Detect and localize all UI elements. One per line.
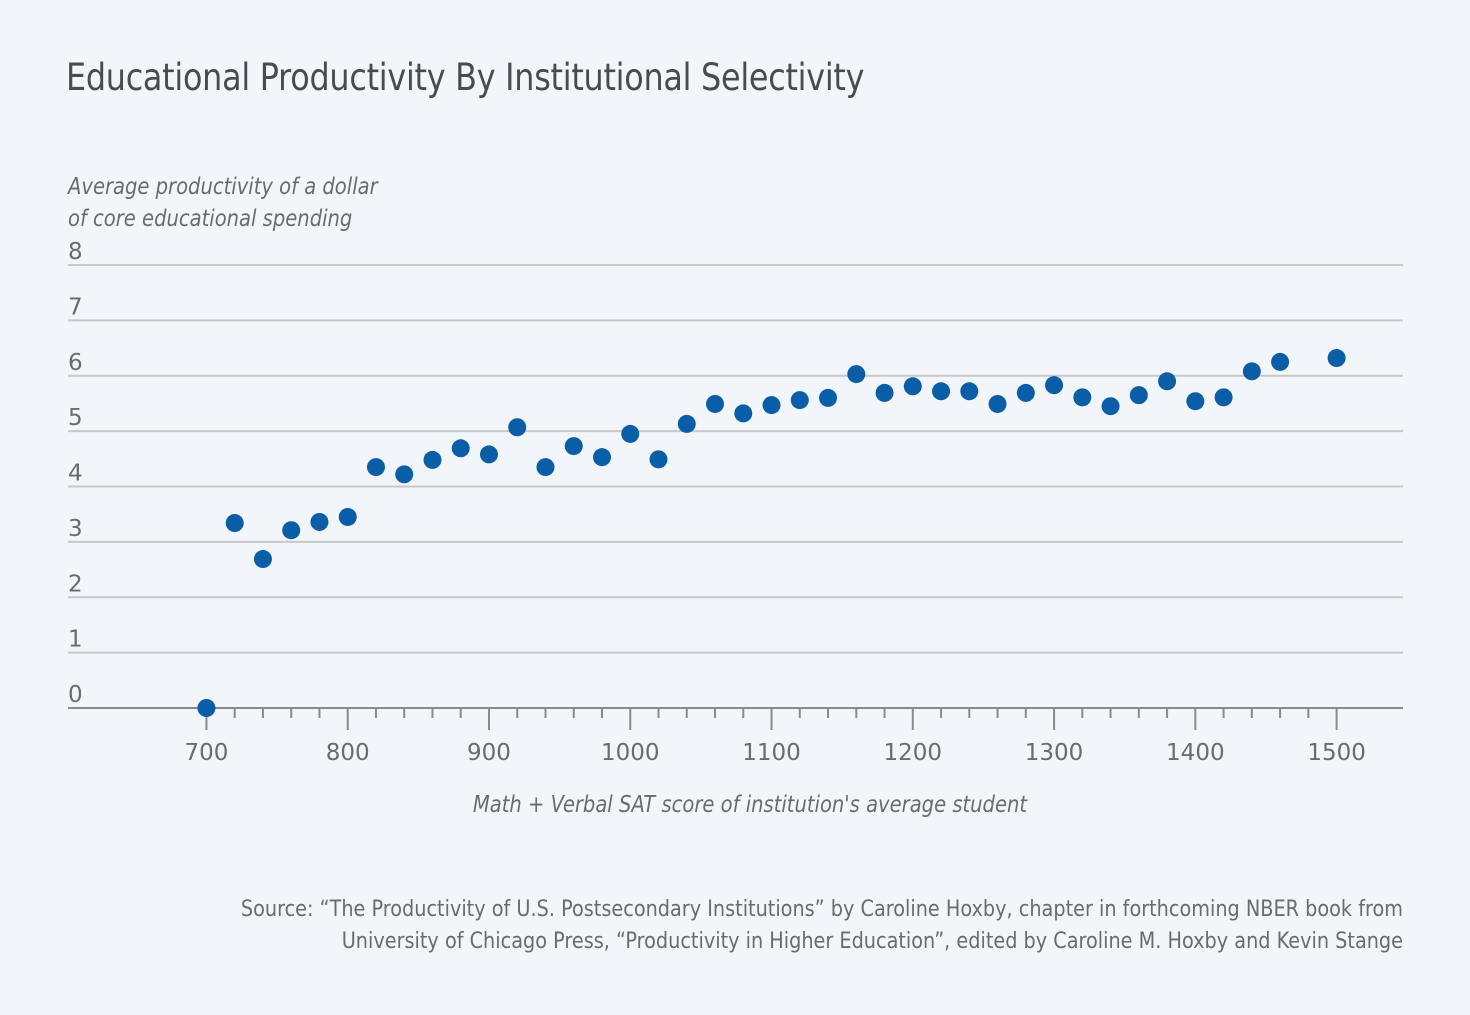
data-point-1300 xyxy=(1045,376,1064,395)
data-point-1420 xyxy=(1214,388,1233,407)
y-tick-label-2: 2 xyxy=(68,571,83,597)
data-point-960 xyxy=(564,437,583,456)
data-point-1460 xyxy=(1271,352,1290,371)
data-point-1240 xyxy=(960,382,979,401)
data-point-840 xyxy=(395,465,414,484)
y-axis-label: Average productivity of a dollar of core… xyxy=(68,171,378,235)
data-point-940 xyxy=(536,458,555,477)
data-point-920 xyxy=(508,418,527,437)
data-point-720 xyxy=(225,514,244,533)
data-point-1020 xyxy=(649,450,668,469)
y-tick-labels: 0 1 2 3 4 5 6 7 8 xyxy=(68,239,83,708)
x-tick-label-1200: 1200 xyxy=(884,740,943,766)
x-axis-label: Math + Verbal SAT score of institution's… xyxy=(0,792,1470,818)
data-point-700 xyxy=(197,699,216,717)
y-tick-label-6: 6 xyxy=(68,350,83,376)
source-line-1: Source: “The Productivity of U.S. Postse… xyxy=(240,897,1403,922)
data-point-1280 xyxy=(1016,383,1035,402)
data-point-820 xyxy=(366,458,385,477)
x-tick-label-1000: 1000 xyxy=(601,740,660,766)
chart-title: Educational Productivity By Institutiona… xyxy=(66,56,865,99)
data-point-900 xyxy=(479,445,498,464)
data-point-760 xyxy=(282,521,301,540)
x-tick-labels: 700 800 900 1000 1100 1200 1300 1400 1500 xyxy=(184,740,1365,766)
data-point-1200 xyxy=(903,377,922,396)
data-point-1060 xyxy=(706,394,725,413)
x-axis xyxy=(68,707,1403,730)
data-point-740 xyxy=(253,550,272,569)
data-point-1160 xyxy=(847,365,866,384)
data-point-800 xyxy=(338,507,357,526)
x-tick-label-1300: 1300 xyxy=(1025,740,1084,766)
source-note: Source: “The Productivity of U.S. Postse… xyxy=(3,894,1403,958)
data-point-1360 xyxy=(1129,386,1148,405)
data-point-1320 xyxy=(1073,388,1092,407)
source-line-2: University of Chicago Press, “Productivi… xyxy=(341,929,1403,954)
data-point-1140 xyxy=(819,388,838,407)
y-tick-label-8: 8 xyxy=(68,239,83,265)
data-point-1400 xyxy=(1186,392,1205,411)
y-tick-label-5: 5 xyxy=(68,405,83,431)
data-point-1120 xyxy=(790,391,809,410)
x-tick-label-800: 800 xyxy=(326,740,370,766)
data-point-780 xyxy=(310,512,329,531)
x-axis-label-text: Math + Verbal SAT score of institution's… xyxy=(472,792,1028,818)
data-point-1220 xyxy=(932,382,951,401)
data-point-860 xyxy=(423,450,442,469)
data-point-1440 xyxy=(1242,362,1261,381)
x-tick-label-900: 900 xyxy=(467,740,511,766)
y-tick-label-0: 0 xyxy=(68,682,83,708)
data-point-1180 xyxy=(875,383,894,402)
data-point-1080 xyxy=(734,404,753,423)
data-points xyxy=(197,349,1346,717)
x-tick-label-1500: 1500 xyxy=(1307,740,1366,766)
x-tick-label-700: 700 xyxy=(184,740,228,766)
y-axis-label-line-2: of core educational spending xyxy=(68,206,353,232)
data-point-1000 xyxy=(621,424,640,443)
data-point-1380 xyxy=(1158,372,1177,391)
gridlines xyxy=(68,264,1403,654)
y-tick-label-3: 3 xyxy=(68,516,83,542)
y-tick-label-4: 4 xyxy=(68,461,83,487)
data-point-1100 xyxy=(762,396,781,415)
y-axis-label-line-1: Average productivity of a dollar xyxy=(68,174,378,200)
y-tick-label-1: 1 xyxy=(68,627,83,653)
data-point-980 xyxy=(593,448,611,467)
data-point-1260 xyxy=(988,394,1007,413)
data-point-1340 xyxy=(1101,397,1120,416)
data-point-1040 xyxy=(677,414,696,433)
y-tick-label-7: 7 xyxy=(68,294,83,320)
data-point-880 xyxy=(451,439,470,458)
x-tick-label-1400: 1400 xyxy=(1166,740,1225,766)
x-tick-label-1100: 1100 xyxy=(742,740,801,766)
data-point-1500 xyxy=(1327,349,1346,368)
